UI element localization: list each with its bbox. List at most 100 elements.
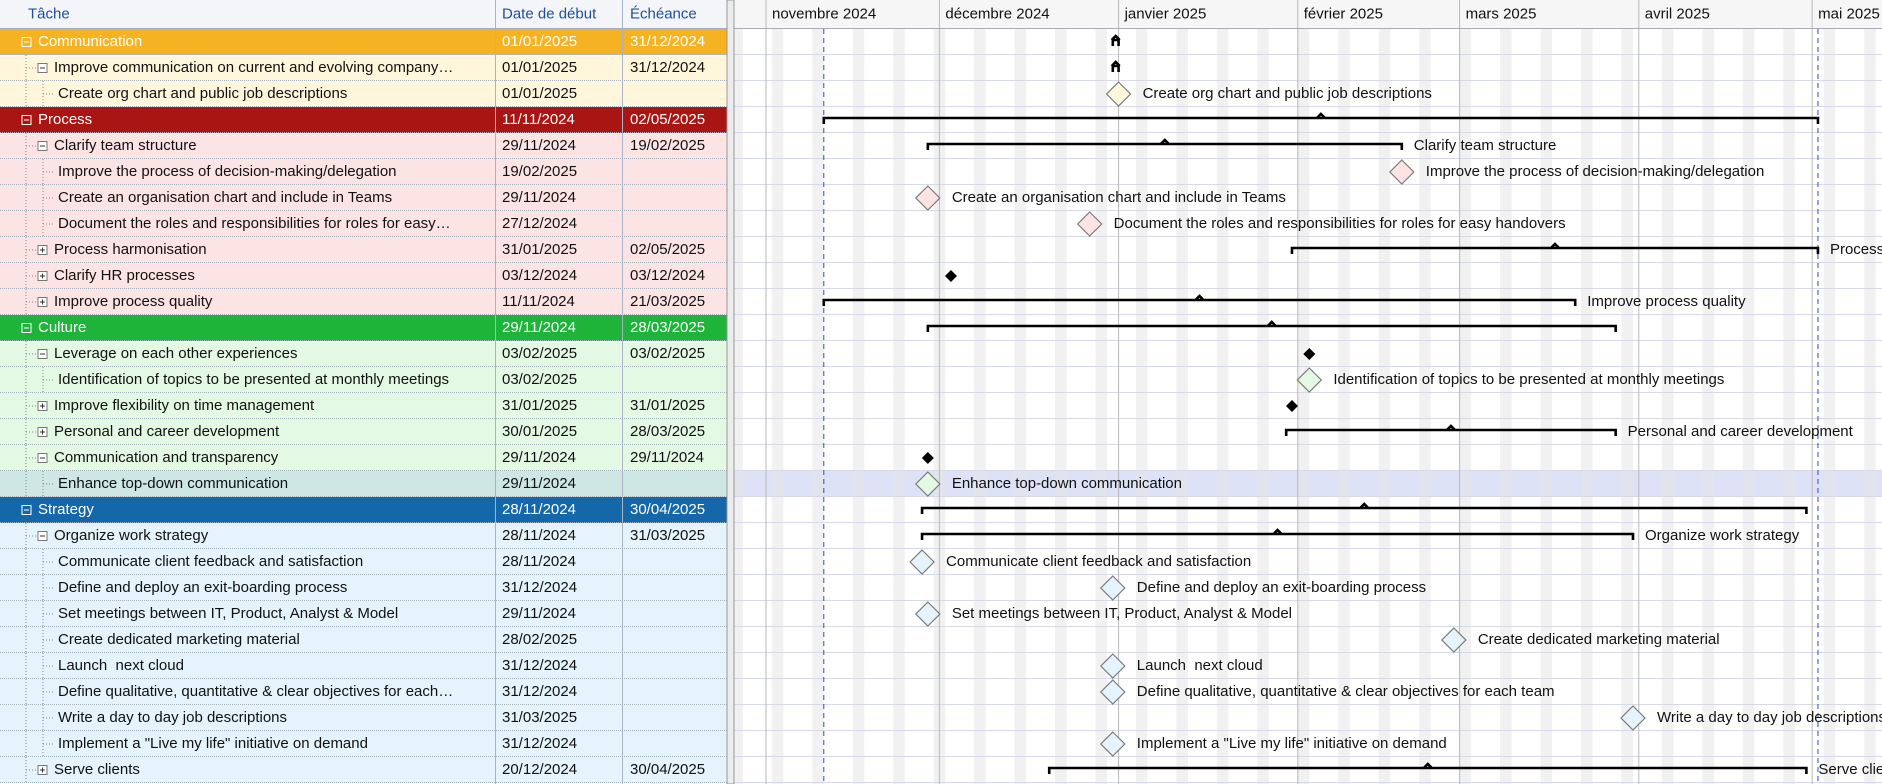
- summary-bar[interactable]: [926, 138, 1404, 150]
- table-row[interactable]: [0, 445, 727, 471]
- summary-milestone[interactable]: [1303, 348, 1316, 360]
- summary-bar[interactable]: [920, 528, 1635, 540]
- weekend-stripe: [1135, 29, 1148, 784]
- start-date: 29/11/2024: [502, 137, 576, 154]
- table-row[interactable]: [0, 549, 727, 575]
- milestone[interactable]: [1296, 367, 1323, 393]
- milestone[interactable]: [1099, 575, 1126, 601]
- table-row[interactable]: [0, 523, 727, 549]
- task-name: Culture: [38, 319, 86, 336]
- table-row[interactable]: [0, 315, 727, 341]
- task-name: Clarify HR processes: [54, 267, 195, 284]
- summary-bar[interactable]: [1290, 242, 1820, 254]
- table-row[interactable]: [0, 393, 727, 419]
- month-label: janvier 2025: [1124, 5, 1207, 22]
- summary-bar[interactable]: [926, 320, 1617, 332]
- table-row[interactable]: [0, 419, 727, 445]
- weekend-stripe: [771, 29, 784, 784]
- end-date: 30/04/2025: [630, 761, 705, 778]
- start-date: 20/12/2024: [502, 761, 577, 778]
- task-name: Improve communication on current and evo…: [54, 59, 453, 76]
- weekend-stripe: [974, 29, 986, 784]
- summary-bar[interactable]: [822, 112, 1820, 124]
- table-row[interactable]: [0, 29, 727, 55]
- table-row[interactable]: [0, 211, 727, 237]
- weekend-stripe: [1783, 29, 1795, 784]
- milestone[interactable]: [914, 601, 941, 627]
- bar-label: Personal and career development: [1628, 423, 1854, 440]
- table-row[interactable]: [0, 471, 727, 497]
- milestone[interactable]: [1105, 81, 1132, 107]
- column-header[interactable]: Tâche: [28, 5, 70, 22]
- table-row[interactable]: [0, 237, 727, 263]
- milestone[interactable]: [909, 549, 935, 575]
- summary-bar[interactable]: [1047, 762, 1808, 774]
- table-row[interactable]: [0, 289, 727, 315]
- expand-toggle[interactable]: [21, 323, 32, 333]
- milestone[interactable]: [1099, 653, 1126, 679]
- summary-bar[interactable]: [822, 294, 1577, 306]
- expand-toggle[interactable]: [21, 115, 32, 125]
- table-row[interactable]: [0, 705, 727, 731]
- weekend-stripe: [1540, 29, 1553, 784]
- table-row[interactable]: [0, 601, 727, 627]
- table-row[interactable]: [0, 731, 727, 757]
- bar-label: Improve process quality: [1587, 293, 1746, 310]
- summary-bar[interactable]: [1110, 34, 1121, 46]
- milestone[interactable]: [1620, 705, 1646, 731]
- expand-toggle[interactable]: [21, 505, 32, 515]
- bar-label: Clarify team structure: [1414, 137, 1557, 154]
- weekend-stripe: [1864, 29, 1876, 784]
- summary-milestone[interactable]: [944, 270, 957, 282]
- milestone[interactable]: [1440, 627, 1467, 653]
- task-name: Clarify team structure: [54, 137, 197, 154]
- milestone[interactable]: [914, 185, 941, 211]
- weekend-stripe: [1459, 29, 1472, 784]
- weekend-stripe: [1055, 29, 1067, 784]
- table-row[interactable]: [0, 133, 727, 159]
- table-row[interactable]: [0, 263, 727, 289]
- month-label: avril 2025: [1645, 5, 1710, 22]
- milestone[interactable]: [1099, 731, 1126, 757]
- splitter[interactable]: [726, 0, 735, 784]
- start-date: 11/11/2024: [502, 111, 575, 128]
- table-row[interactable]: [0, 55, 727, 81]
- expand-toggle[interactable]: [21, 37, 32, 47]
- milestone[interactable]: [1388, 159, 1415, 185]
- column-header[interactable]: Échéance: [630, 5, 697, 22]
- table-row[interactable]: [0, 627, 727, 653]
- column-header[interactable]: Date de début: [502, 5, 597, 22]
- end-date: 02/05/2025: [630, 111, 705, 128]
- task-name: Create dedicated marketing material: [58, 631, 300, 648]
- milestone[interactable]: [1076, 211, 1103, 237]
- bar-label: Process harmonisation: [1830, 241, 1882, 258]
- summary-bar[interactable]: [1284, 424, 1617, 436]
- summary-milestone[interactable]: [1285, 400, 1298, 412]
- table-row[interactable]: [0, 757, 727, 783]
- milestone[interactable]: [914, 471, 941, 497]
- summary-bar[interactable]: [1110, 60, 1121, 72]
- weekend-stripe: [1095, 29, 1108, 784]
- table-row[interactable]: [0, 575, 727, 601]
- task-name: Process harmonisation: [54, 241, 207, 258]
- table-row[interactable]: [0, 367, 727, 393]
- task-name: Leverage on each other experiences: [54, 345, 298, 362]
- table-row[interactable]: [0, 497, 727, 523]
- table-row[interactable]: [0, 653, 727, 679]
- bar-label: Define qualitative, quantitative & clear…: [1137, 683, 1555, 700]
- milestone[interactable]: [1099, 679, 1126, 705]
- summary-milestone[interactable]: [921, 452, 934, 464]
- table-row[interactable]: [0, 341, 727, 367]
- table-row[interactable]: [0, 81, 727, 107]
- end-date: 29/11/2024: [630, 449, 704, 466]
- table-row[interactable]: [0, 107, 727, 133]
- start-date: 29/11/2024: [502, 475, 576, 492]
- weekend-stripe: [893, 29, 905, 784]
- start-date: 31/12/2024: [502, 683, 577, 700]
- summary-bar[interactable]: [920, 502, 1808, 514]
- weekend-stripe: [1014, 29, 1027, 784]
- table-row[interactable]: [0, 159, 727, 185]
- weekend-stripe: [1297, 29, 1310, 784]
- table-row[interactable]: [0, 185, 727, 211]
- table-row[interactable]: [0, 679, 727, 705]
